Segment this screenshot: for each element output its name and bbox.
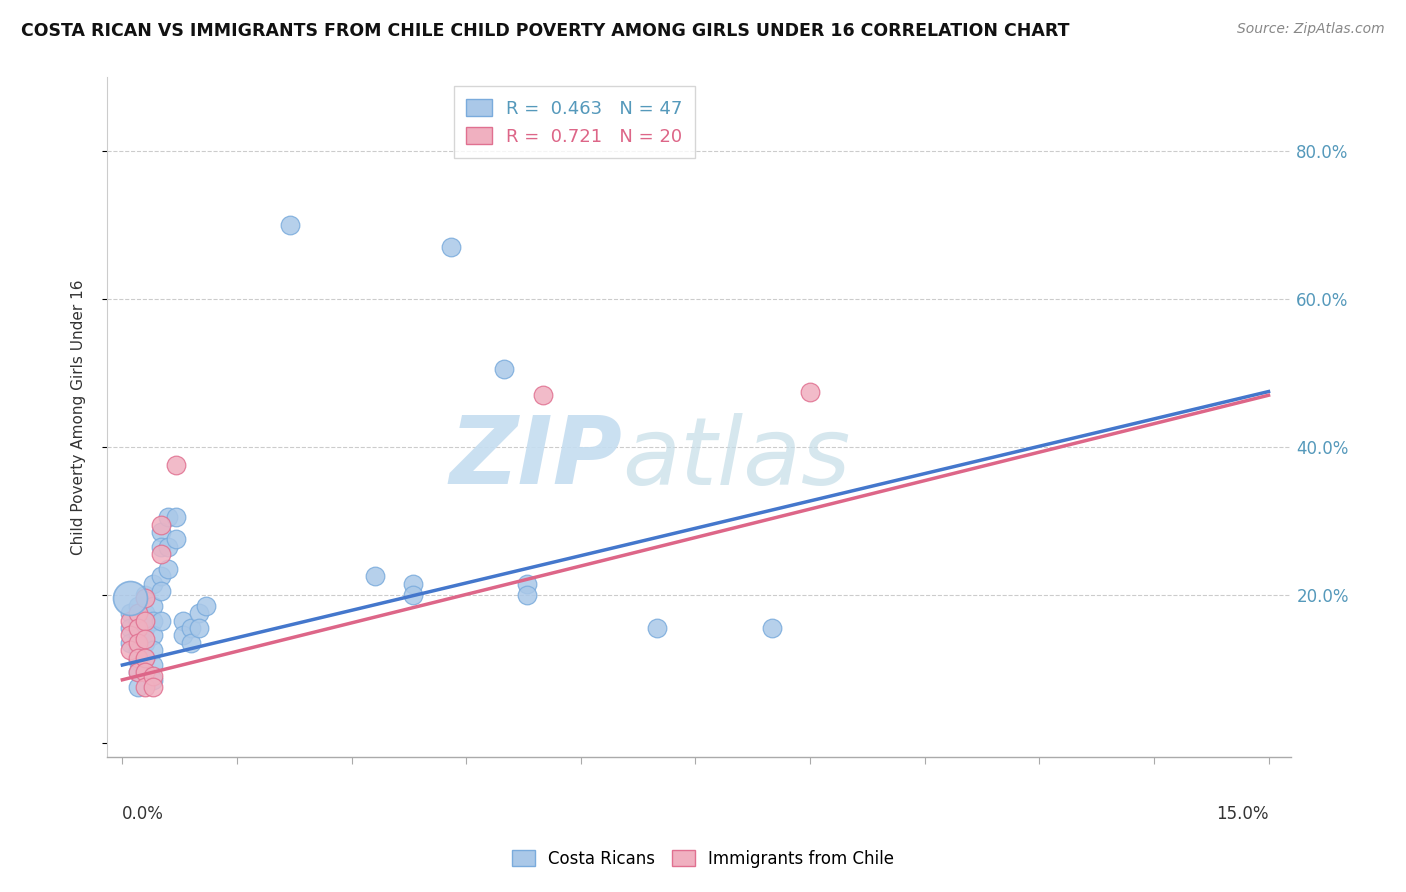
Point <box>118 643 141 657</box>
Text: 0.0%: 0.0% <box>122 805 165 823</box>
Point <box>118 591 141 606</box>
Point <box>187 621 209 635</box>
Text: Source: ZipAtlas.com: Source: ZipAtlas.com <box>1237 22 1385 37</box>
Point <box>118 636 141 650</box>
Point <box>142 614 165 628</box>
Point <box>134 632 156 647</box>
Point <box>127 665 149 680</box>
Point <box>127 643 149 657</box>
Point <box>142 658 165 673</box>
Point <box>134 588 156 602</box>
Point <box>761 621 783 635</box>
Point <box>173 628 195 642</box>
Point <box>165 510 187 524</box>
Point <box>142 628 165 642</box>
Text: COSTA RICAN VS IMMIGRANTS FROM CHILE CHILD POVERTY AMONG GIRLS UNDER 16 CORRELAT: COSTA RICAN VS IMMIGRANTS FROM CHILE CHI… <box>21 22 1070 40</box>
Point <box>134 607 156 621</box>
Point <box>127 654 149 668</box>
Point <box>799 384 821 399</box>
Point <box>118 607 141 621</box>
Legend: R =  0.463   N = 47, R =  0.721   N = 20: R = 0.463 N = 47, R = 0.721 N = 20 <box>454 87 695 159</box>
Point <box>127 621 149 635</box>
Point <box>180 621 202 635</box>
Point <box>165 533 187 547</box>
Point <box>149 540 172 554</box>
Point <box>134 621 156 635</box>
Point <box>127 680 149 694</box>
Point <box>157 562 180 576</box>
Point <box>118 621 141 635</box>
Text: 15.0%: 15.0% <box>1216 805 1268 823</box>
Point <box>134 665 156 680</box>
Point <box>134 591 156 606</box>
Point <box>142 599 165 613</box>
Point <box>118 614 141 628</box>
Point <box>134 665 156 680</box>
Point <box>157 540 180 554</box>
Point <box>134 636 156 650</box>
Point <box>149 517 172 532</box>
Point <box>142 576 165 591</box>
Point <box>149 584 172 599</box>
Point <box>516 576 538 591</box>
Point <box>149 569 172 583</box>
Point <box>127 614 149 628</box>
Point <box>134 614 156 628</box>
Point <box>402 588 425 602</box>
Point <box>165 458 187 473</box>
Point <box>127 650 149 665</box>
Point <box>127 607 149 621</box>
Point <box>180 636 202 650</box>
Point <box>187 607 209 621</box>
Point <box>134 650 156 665</box>
Point <box>173 614 195 628</box>
Point <box>142 680 165 694</box>
Point <box>127 628 149 642</box>
Text: atlas: atlas <box>623 413 851 504</box>
Point <box>494 362 516 376</box>
Point <box>127 665 149 680</box>
Point <box>149 547 172 561</box>
Point <box>142 643 165 657</box>
Point <box>134 650 156 665</box>
Point <box>280 219 302 233</box>
Point <box>142 669 165 683</box>
Point <box>645 621 668 635</box>
Y-axis label: Child Poverty Among Girls Under 16: Child Poverty Among Girls Under 16 <box>72 280 86 555</box>
Point <box>195 599 218 613</box>
Point <box>127 599 149 613</box>
Point <box>531 388 554 402</box>
Text: ZIP: ZIP <box>450 412 623 504</box>
Point <box>157 510 180 524</box>
Point <box>149 614 172 628</box>
Point <box>402 576 425 591</box>
Legend: Costa Ricans, Immigrants from Chile: Costa Ricans, Immigrants from Chile <box>505 844 901 875</box>
Point <box>149 524 172 539</box>
Point <box>142 673 165 687</box>
Point <box>134 680 156 694</box>
Point <box>440 240 463 254</box>
Point <box>118 628 141 642</box>
Point <box>363 569 385 583</box>
Point <box>516 588 538 602</box>
Point <box>127 636 149 650</box>
